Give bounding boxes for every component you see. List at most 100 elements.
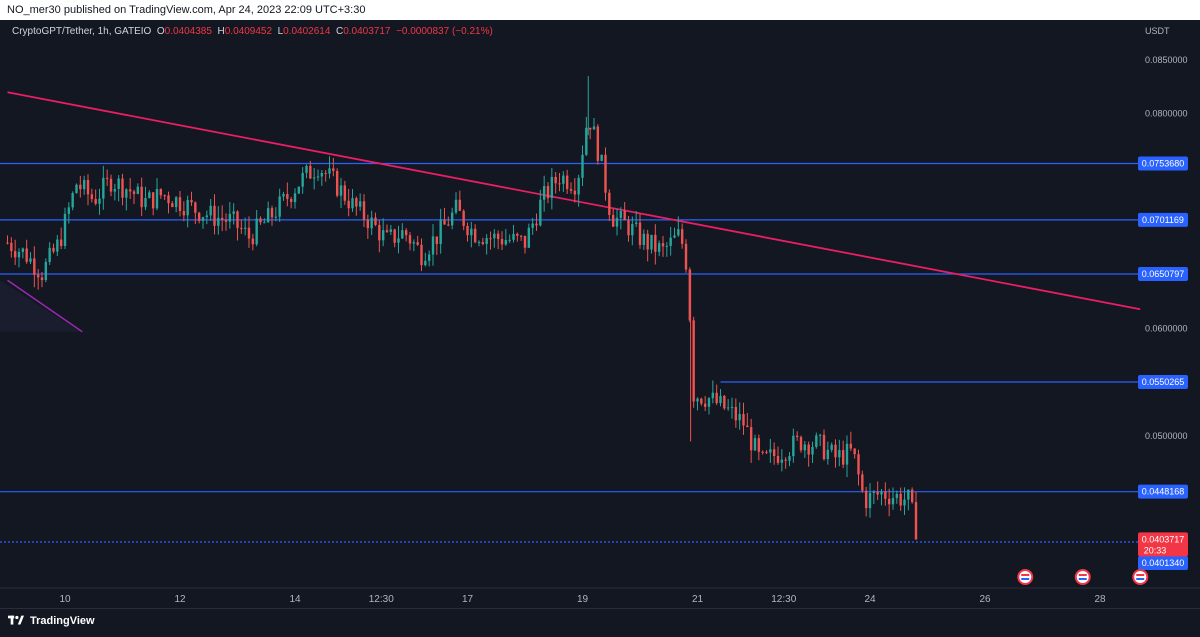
candle-body — [857, 454, 860, 475]
candle-body — [389, 229, 393, 232]
current-price-label: 0.0403717 — [1142, 534, 1185, 544]
candle-body — [792, 435, 795, 457]
candle-body — [109, 178, 113, 192]
candle-body — [872, 491, 876, 494]
candle-body — [163, 195, 166, 197]
candle-body — [416, 242, 419, 245]
legend-symbol: CryptoGPT/Tether, 1h, GATEIO — [12, 26, 152, 37]
candle-body — [903, 499, 906, 506]
candle-body — [588, 127, 592, 130]
candle-body — [90, 194, 94, 200]
candle-body — [466, 225, 469, 236]
candle-body — [723, 395, 726, 409]
candle-body — [677, 229, 680, 236]
candle-body — [826, 449, 830, 460]
candle-body — [190, 199, 193, 203]
candle-body — [627, 220, 630, 236]
candle-body — [393, 229, 396, 243]
candle-body — [692, 320, 695, 402]
price-chart[interactable]: USDT 0.0850000 0.0800000 0.0600000 0.0500000… — [0, 20, 1200, 608]
candle-body — [761, 451, 764, 453]
candle-body — [880, 491, 883, 495]
candle-body — [776, 456, 780, 463]
x-tick-label: 24 — [864, 594, 876, 605]
legend-o-value: 0.0404385 — [164, 26, 212, 37]
price-axis[interactable] — [1140, 20, 1200, 608]
level-price-label: 0.0650797 — [1142, 269, 1185, 279]
candle-body — [596, 126, 600, 161]
candle-body — [270, 208, 274, 218]
candle-body — [178, 197, 182, 212]
y-tick-label: 0.0600000 — [1145, 324, 1188, 334]
candle-body — [734, 406, 738, 421]
chart-area[interactable]: USDT 0.0850000 0.0800000 0.0600000 0.0500000… — [0, 20, 1200, 608]
candle-body — [493, 233, 496, 239]
candle-body — [719, 395, 722, 404]
downtrend-line[interactable] — [7, 91, 1141, 311]
candle-body — [431, 236, 435, 255]
economic-event-flag-icon[interactable] — [1017, 569, 1034, 585]
x-tick-label: 19 — [577, 594, 589, 605]
candle-body — [558, 183, 561, 185]
flag-stripe-icon — [1136, 578, 1145, 580]
tradingview-brand-text: TradingView — [30, 615, 95, 627]
candle-body — [309, 165, 312, 179]
candle-body — [67, 207, 71, 214]
x-tick-label: 17 — [462, 594, 474, 605]
candle-body — [795, 435, 799, 438]
candle-body — [113, 188, 117, 192]
economic-event-flag-icon[interactable] — [1132, 569, 1149, 585]
candle-body — [205, 215, 209, 218]
economic-event-flag-icon[interactable] — [1074, 569, 1091, 585]
candle-body — [21, 248, 25, 252]
level-price-tag — [1138, 212, 1188, 227]
candle-body — [462, 210, 465, 226]
candle-body — [71, 193, 74, 208]
candle-body — [366, 219, 370, 229]
candle-body — [362, 201, 366, 220]
legend-change: −0.0000837 (−0.21%) — [396, 26, 493, 37]
candle-body — [769, 449, 772, 453]
candle-body — [742, 414, 745, 426]
candle-body — [247, 227, 251, 239]
candle-body — [148, 192, 151, 199]
candle-body — [282, 194, 285, 197]
candle-body — [700, 398, 703, 404]
candle-body — [841, 450, 845, 465]
candle-body — [715, 392, 718, 404]
candle-body — [899, 493, 902, 506]
candle-body — [328, 168, 331, 174]
candle-body — [703, 403, 707, 407]
candle-body — [608, 192, 611, 215]
candle-body — [240, 227, 243, 229]
candle-body — [339, 185, 343, 196]
candle-body — [454, 199, 458, 213]
candle-body — [397, 238, 400, 243]
candle-body — [274, 216, 278, 218]
x-tick-label: 14 — [289, 594, 301, 605]
candle-body — [56, 239, 59, 252]
candle-body — [531, 223, 534, 228]
candle-body — [895, 493, 899, 499]
candle-body — [424, 260, 427, 266]
candle-body — [604, 154, 607, 193]
candle-body — [17, 251, 21, 258]
purple-trend-line[interactable] — [7, 279, 83, 333]
candle-body — [822, 434, 826, 460]
candle-body — [13, 251, 17, 258]
candle-body — [634, 222, 638, 224]
candle-body — [508, 239, 511, 241]
candle-body — [864, 490, 868, 509]
x-tick-label: 12 — [174, 594, 186, 605]
candle-body — [332, 168, 335, 171]
tradingview-logo[interactable]: TradingView — [8, 615, 95, 627]
candle-body — [10, 242, 13, 252]
candle-body — [550, 176, 554, 199]
candle-body — [884, 491, 887, 499]
candle-body — [255, 218, 258, 245]
published-header: NO_mer30 published on TradingView.com, A… — [0, 0, 1200, 20]
candle-body — [654, 234, 657, 252]
level-price-label: 0.0550265 — [1142, 377, 1185, 387]
candle-body — [489, 238, 492, 240]
legend-h-value: 0.0409452 — [224, 26, 273, 37]
